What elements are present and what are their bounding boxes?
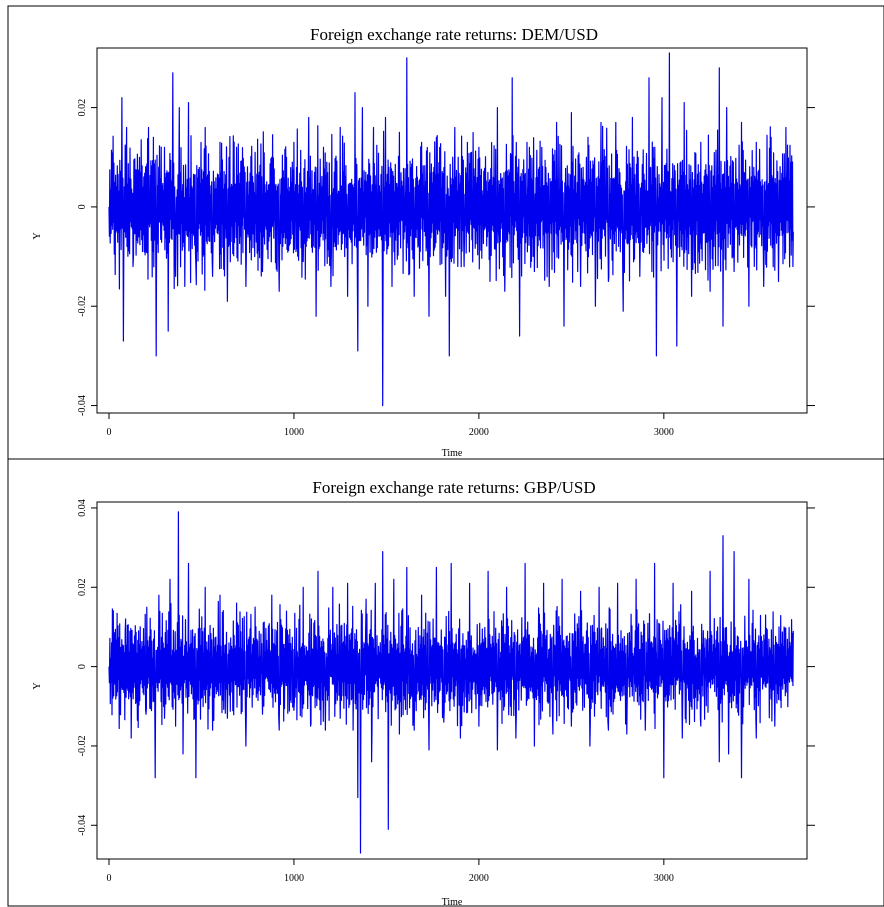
series-line bbox=[108, 511, 794, 854]
x-tick-label: 1000 bbox=[284, 873, 304, 884]
x-tick-label: 0 bbox=[107, 873, 112, 884]
y-axis-left: -0.04 -0.02 0 0.02 bbox=[77, 99, 97, 416]
y-tick-label: 0.02 bbox=[77, 99, 88, 117]
y-tick-label: -0.04 bbox=[77, 395, 88, 416]
panel-border bbox=[7, 458, 884, 907]
series-layer bbox=[108, 511, 794, 854]
y-tick-label: -0.02 bbox=[77, 736, 88, 757]
y-axis-left: -0.04 -0.02 0 0.02 0.04 bbox=[77, 499, 97, 836]
y-axis-right bbox=[807, 507, 815, 826]
y-tick-label: -0.02 bbox=[77, 296, 88, 317]
x-axis-label: Time bbox=[442, 897, 463, 907]
y-axis-label: Y bbox=[32, 232, 43, 239]
x-tick-label: 0 bbox=[107, 427, 112, 438]
x-tick-label: 3000 bbox=[654, 873, 674, 884]
plot-frame bbox=[96, 47, 808, 414]
x-axis-label: Time bbox=[442, 448, 463, 459]
chart-title: Foreign exchange rate returns: DEM/USD bbox=[310, 25, 598, 44]
y-tick-label: 0.04 bbox=[77, 499, 88, 517]
y-axis-right bbox=[807, 107, 815, 407]
series-line bbox=[108, 52, 794, 407]
y-axis-label: Y bbox=[32, 682, 43, 689]
x-axis: 0 1000 2000 3000 bbox=[107, 413, 674, 438]
x-tick-label: 2000 bbox=[469, 873, 489, 884]
y-tick-label: 0 bbox=[77, 204, 88, 209]
y-tick-label: -0.04 bbox=[77, 815, 88, 836]
plot-frame bbox=[96, 501, 808, 860]
gbp-usd-panel: Foreign exchange rate returns: GBP/USD 0… bbox=[7, 458, 884, 907]
y-tick-label: 0 bbox=[77, 664, 88, 669]
x-tick-label: 1000 bbox=[284, 427, 304, 438]
x-tick-label: 2000 bbox=[469, 427, 489, 438]
y-tick-label: 0.02 bbox=[77, 579, 88, 597]
series-layer bbox=[108, 52, 794, 407]
x-tick-label: 3000 bbox=[654, 427, 674, 438]
chart-title: Foreign exchange rate returns: GBP/USD bbox=[312, 478, 595, 497]
dem-usd-panel: Foreign exchange rate returns: DEM/USD 0… bbox=[7, 5, 884, 460]
x-axis: 0 1000 2000 3000 bbox=[107, 859, 674, 884]
